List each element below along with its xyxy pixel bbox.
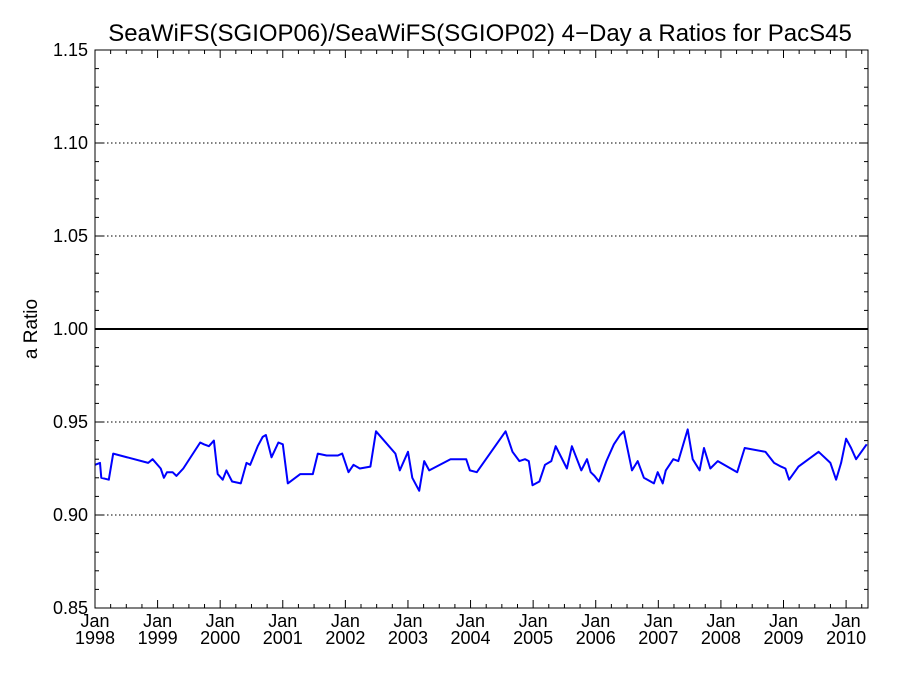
y-tick-label: 1.05	[53, 226, 88, 246]
x-tick-label-year: 1998	[75, 628, 115, 648]
y-tick-label: 1.10	[53, 133, 88, 153]
x-tick-label-year: 2008	[701, 628, 741, 648]
x-tick-label-month: Jan	[644, 611, 673, 631]
y-tick-label: 0.85	[53, 598, 88, 618]
y-tick-labels: 0.85 0.90 0.95 1.00 1.05 1.10 1.15	[53, 40, 88, 618]
gridlines	[95, 142, 868, 516]
x-tick-label-year: 2003	[388, 628, 428, 648]
x-tick-label-month: Jan	[456, 611, 485, 631]
x-tick-label-year: 2001	[263, 628, 303, 648]
axis-ticks	[94, 49, 868, 609]
chart-title: SeaWiFS(SGIOP06)/SeaWiFS(SGIOP02) 4−Day …	[108, 20, 852, 47]
y-tick-label: 1.15	[53, 40, 88, 60]
x-tick-label-month: Jan	[832, 611, 861, 631]
x-tick-label-month: Jan	[268, 611, 297, 631]
series-layer	[94, 428, 868, 492]
y-tick-label: 0.90	[53, 505, 88, 525]
x-tick-labels: Jan1998Jan1999Jan2000Jan2001Jan2002Jan20…	[75, 611, 866, 648]
y-tick-label: 0.95	[53, 412, 88, 432]
x-tick-label-year: 2005	[513, 628, 553, 648]
y-axis-label: a Ratio	[21, 299, 42, 359]
x-tick-label-month: Jan	[769, 611, 798, 631]
x-tick-label-year: 2002	[325, 628, 365, 648]
x-tick-label-year: 2006	[576, 628, 616, 648]
series-line-0	[94, 428, 868, 492]
x-tick-label-year: 2004	[451, 628, 491, 648]
x-tick-label-month: Jan	[581, 611, 610, 631]
x-tick-label-month: Jan	[393, 611, 422, 631]
x-tick-label-year: 1999	[138, 628, 178, 648]
x-tick-label-year: 2009	[763, 628, 803, 648]
x-tick-label-year: 2000	[200, 628, 240, 648]
x-tick-label-month: Jan	[519, 611, 548, 631]
x-tick-label-year: 2010	[826, 628, 866, 648]
x-tick-label-month: Jan	[143, 611, 172, 631]
x-tick-label-month: Jan	[80, 611, 109, 631]
x-tick-label-month: Jan	[706, 611, 735, 631]
x-tick-label-year: 2007	[638, 628, 678, 648]
y-tick-label: 1.00	[53, 319, 88, 339]
x-tick-label-month: Jan	[331, 611, 360, 631]
x-tick-label-month: Jan	[206, 611, 235, 631]
